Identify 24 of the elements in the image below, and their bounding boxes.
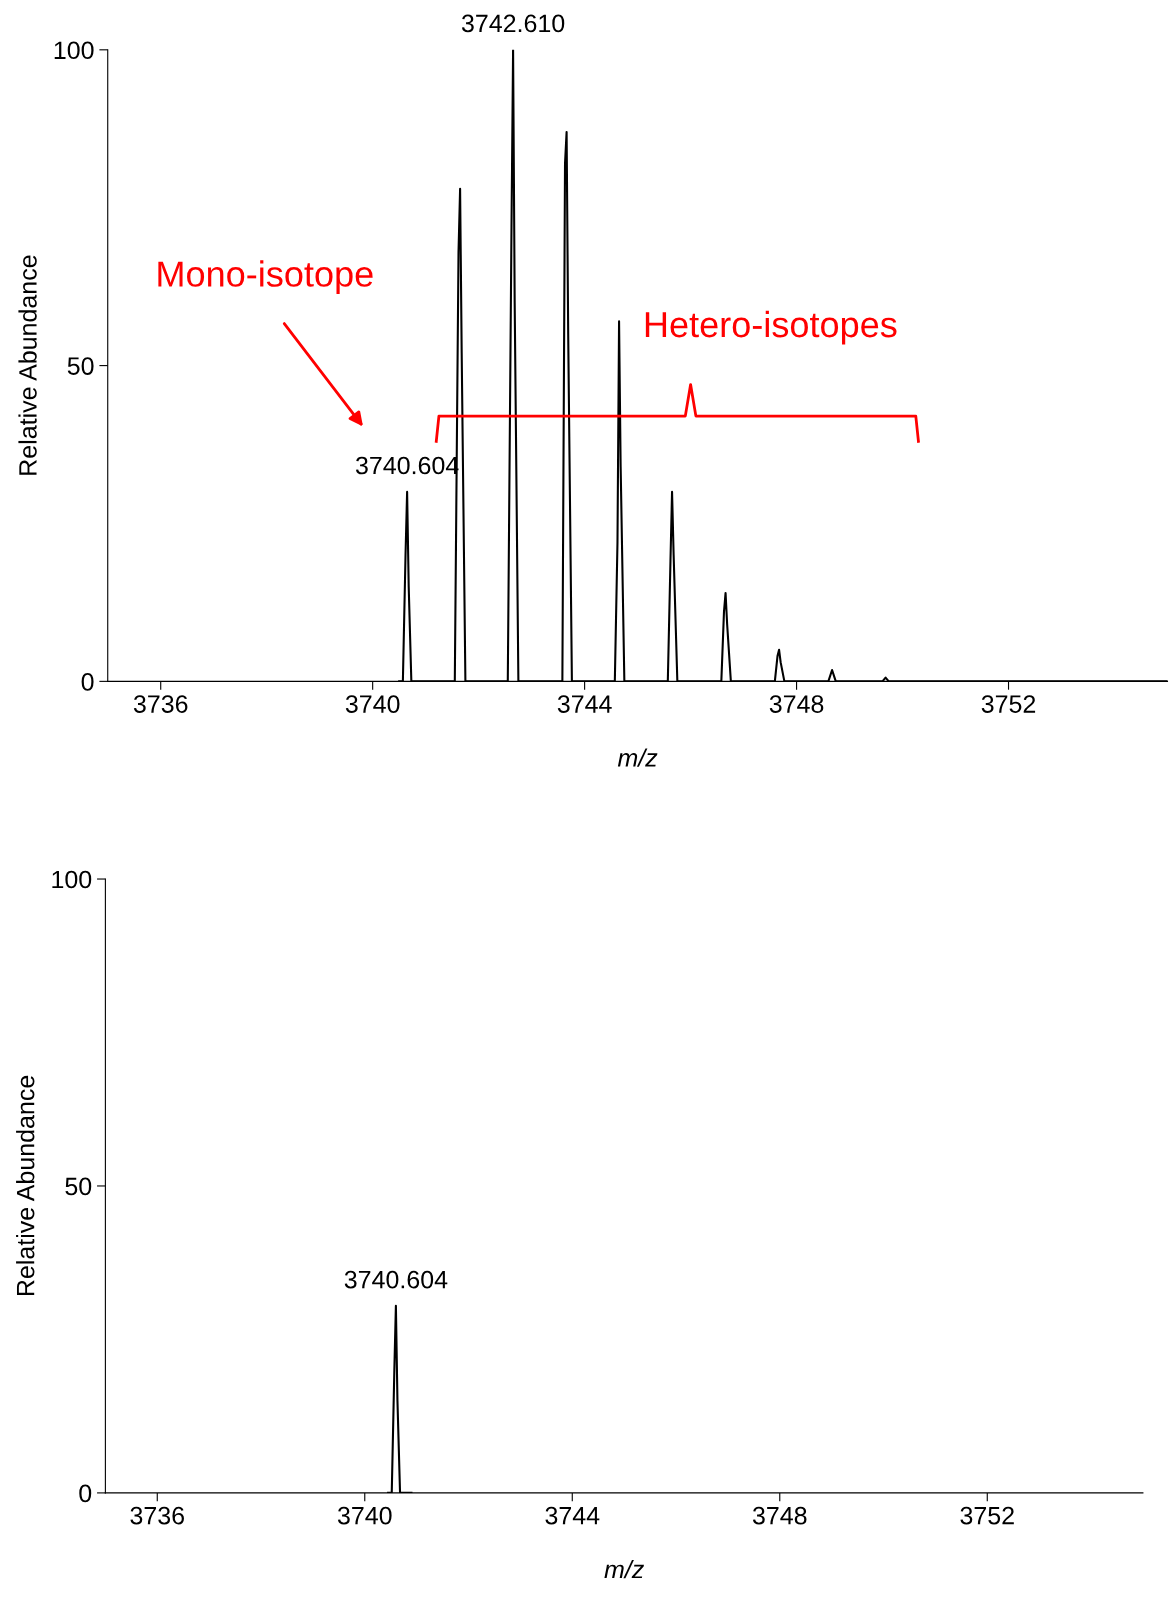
annotation: 3740.604	[344, 1270, 448, 1289]
y-tick-label: 50	[65, 1177, 92, 1196]
x-axis-title: m/z	[617, 748, 658, 767]
x-tick-label: 3744	[557, 695, 612, 713]
x-tick-label: 3752	[981, 695, 1036, 713]
x-tick-label: 3748	[752, 1506, 807, 1525]
x-tick-label: 3752	[960, 1506, 1014, 1525]
annotation: Mono-isotope	[158, 260, 373, 295]
y-axis-title: Relative Abundance	[16, 1075, 35, 1296]
x-tick-label: 3748	[769, 695, 824, 713]
x-tick-label: 3740	[337, 1506, 392, 1525]
x-tick-label: 3744	[545, 1506, 600, 1525]
annotation: Hetero-isotopes	[645, 310, 897, 345]
x-tick-label: 3736	[130, 1506, 184, 1525]
y-tick-label: 0	[79, 1484, 92, 1503]
y-tick-label: 100	[52, 870, 92, 889]
y-axis-title: Relative Abundance	[18, 255, 37, 475]
x-axis-title: m/z	[604, 1559, 644, 1579]
y-tick-label: 50	[67, 357, 94, 375]
x-tick-label: 3740	[345, 695, 400, 713]
y-tick-label: 100	[54, 41, 94, 60]
annotation: 3742.610	[461, 14, 565, 33]
y-tick-label: 0	[81, 672, 94, 691]
x-tick-label: 3736	[133, 695, 188, 713]
